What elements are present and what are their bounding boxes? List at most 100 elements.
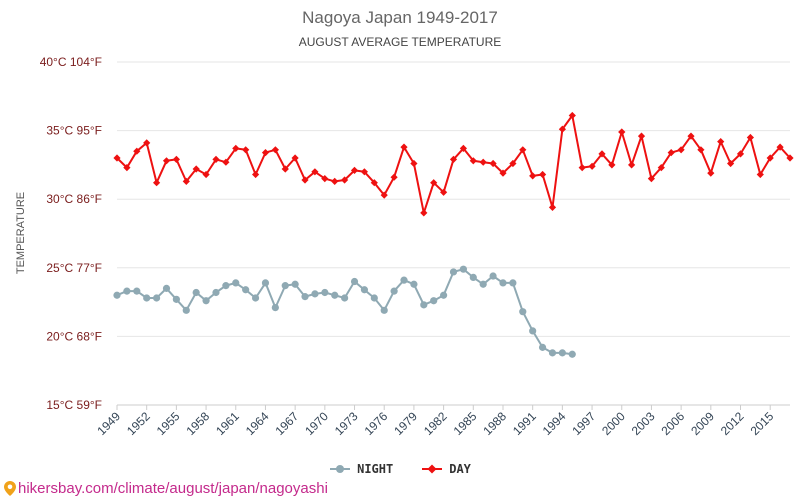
data-point-day [588,162,596,170]
data-point-night [360,286,369,294]
data-point-day [519,146,527,154]
x-tick-label: 1988 [480,409,509,438]
data-point-night [430,297,438,305]
y-tick-label: 40°C 104°F [40,55,102,69]
data-point-night [479,280,487,288]
data-point-night [568,350,576,358]
legend-label-day: DAY [449,462,471,476]
data-point-day [717,138,725,146]
data-point-day [568,111,576,120]
x-axis: 1949 1952 1955 1958 1961 1964 1967 1970 1973 1976… [94,404,790,438]
data-point-night [459,265,467,273]
data-point-day [707,169,715,177]
data-point-day [598,150,606,158]
day-line-icon [422,464,443,474]
x-tick-label: 1982 [421,409,450,438]
data-point-day [271,146,279,154]
data-point-day [628,161,636,169]
data-point-night [440,291,448,299]
x-tick-label: 2012 [718,409,747,438]
data-point-night [311,290,319,298]
data-point-day [370,179,378,187]
data-point-night [242,286,250,294]
data-point-day [558,125,566,133]
data-point-night [538,343,547,351]
data-point-night [133,287,141,295]
data-point-night [331,291,339,299]
data-point-night [291,280,299,288]
data-point-day [756,170,764,179]
data-point-night [281,282,289,290]
data-point-night [182,306,190,314]
y-tick-label: 30°C 86°F [46,192,102,206]
x-tick-label: 1958 [183,409,212,438]
x-tick-label: 2003 [629,409,658,438]
data-point-day [509,159,517,168]
data-point-night [519,308,527,316]
data-point-night [113,291,121,299]
data-point-day [499,169,507,177]
data-point-night [370,294,378,302]
data-point-day [489,159,497,168]
data-point-day [360,168,368,176]
data-point-night [271,303,279,312]
data-point-day [390,173,398,181]
data-point-night [449,268,458,276]
data-point-day [281,165,289,173]
data-point-day [410,159,418,168]
grid-lines [117,61,790,406]
data-point-night [251,294,260,302]
legend-item-day[interactable]: DAY [421,462,471,476]
x-tick-label: 1952 [124,409,153,438]
data-point-night [152,294,161,302]
data-point-day [776,143,784,151]
data-point-day [647,175,655,183]
series-layer [113,111,794,358]
data-point-night [162,284,171,292]
data-point-day [153,179,161,187]
data-point-day [380,191,388,199]
data-point-night [261,279,270,287]
data-point-day [657,164,665,172]
data-point-day [341,176,349,184]
data-point-night [489,272,497,280]
data-point-day [440,188,448,196]
data-point-day [212,155,220,163]
data-point-day [182,177,190,185]
x-tick-label: 1964 [243,409,272,438]
data-point-day [143,139,151,147]
y-tick-label: 35°C 95°F [46,124,102,138]
data-point-day [459,144,467,152]
data-point-day [736,150,745,158]
x-tick-label: 1961 [213,409,242,438]
data-point-night [301,293,309,301]
x-tick-label: 2009 [688,409,717,438]
x-tick-label: 1973 [332,409,361,438]
data-point-day [252,170,260,179]
data-point-day [449,155,458,163]
data-point-night [499,279,507,287]
data-point-day [331,177,339,185]
data-point-day [420,209,428,217]
data-point-day [578,164,586,172]
y-axis: 15°C 59°F 20°C 68°F 25°C 77°F 30°C 86°F 35°C… [40,55,102,412]
x-tick-label: 1985 [451,409,480,438]
data-point-day [133,147,141,155]
x-tick-label: 2006 [658,409,687,438]
x-tick-label: 2015 [748,409,777,438]
data-point-night [172,295,180,303]
legend-item-night[interactable]: NIGHT [329,462,393,476]
data-point-night [212,288,220,297]
y-tick-label: 20°C 68°F [46,329,102,343]
data-point-day [539,170,547,179]
y-tick-label: 15°C 59°F [46,398,102,412]
x-tick-label: 1979 [391,409,420,438]
data-point-day [113,154,121,162]
data-point-day [479,158,487,166]
x-tick-label: 1970 [302,409,331,438]
x-tick-label: 1967 [272,409,301,438]
source-credit-text: hikersbay.com/climate/august/japan/nagoy… [18,480,328,497]
night-line-icon [330,465,351,473]
data-point-day [687,132,695,140]
source-credit[interactable]: hikersbay.com/climate/august/japan/nagoy… [4,480,328,497]
